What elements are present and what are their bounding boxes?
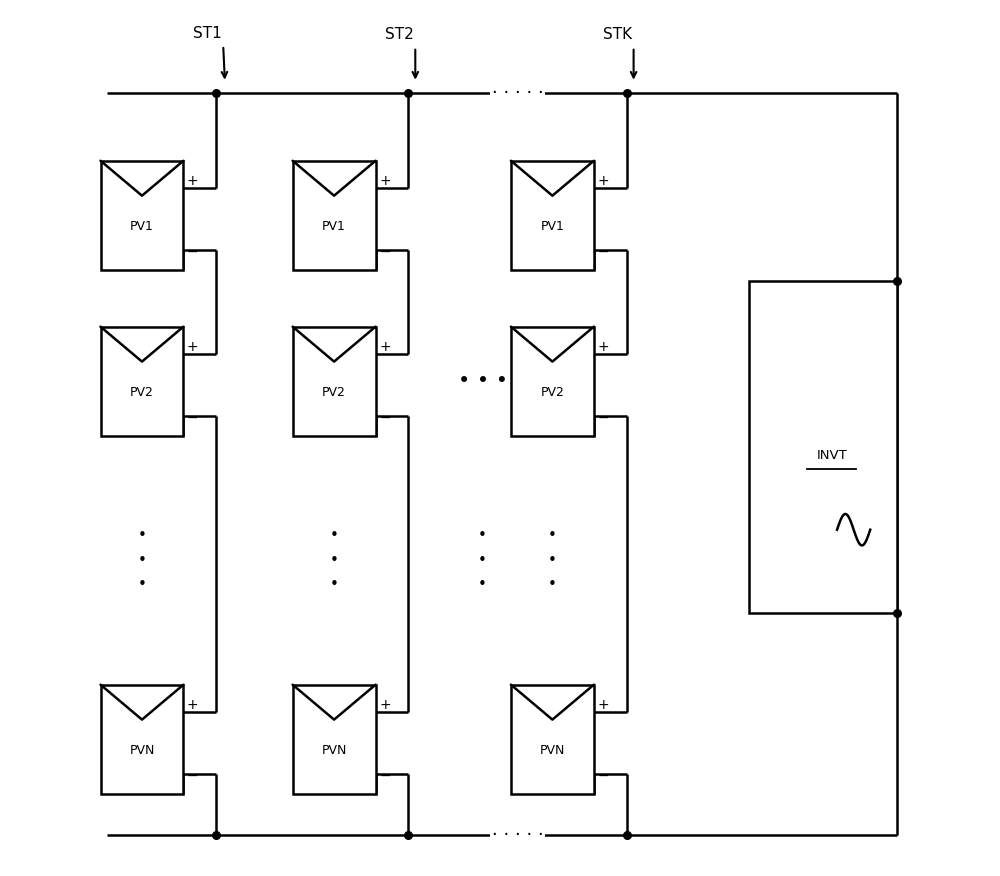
- Text: INVT: INVT: [816, 449, 847, 462]
- Text: +: +: [187, 174, 199, 188]
- Text: +: +: [379, 698, 391, 712]
- Text: +: +: [379, 174, 391, 188]
- Text: · · · · ·: · · · · ·: [492, 84, 543, 102]
- Bar: [293, 327, 376, 436]
- Text: STK: STK: [603, 27, 632, 42]
- Text: −: −: [187, 411, 199, 425]
- Text: PV1: PV1: [130, 220, 154, 233]
- Text: PVN: PVN: [540, 744, 565, 757]
- Text: −: −: [187, 769, 199, 783]
- Text: •
•
•: • • •: [330, 528, 339, 592]
- Text: +: +: [597, 340, 609, 354]
- Text: •
•
•: • • •: [478, 528, 487, 592]
- Text: −: −: [379, 769, 391, 783]
- Text: +: +: [379, 340, 391, 354]
- Text: PVN: PVN: [321, 744, 347, 757]
- Text: −: −: [597, 411, 609, 425]
- Bar: [749, 281, 897, 612]
- Text: −: −: [597, 769, 609, 783]
- Bar: [101, 161, 183, 270]
- Text: +: +: [187, 340, 199, 354]
- Bar: [511, 161, 594, 270]
- Text: −: −: [379, 245, 391, 259]
- Text: •
•
•: • • •: [548, 528, 557, 592]
- Text: PV1: PV1: [540, 220, 564, 233]
- Text: · · · · ·: · · · · ·: [492, 826, 543, 844]
- Text: ST2: ST2: [385, 27, 414, 42]
- Bar: [293, 161, 376, 270]
- Text: +: +: [187, 698, 199, 712]
- Text: −: −: [187, 245, 199, 259]
- Text: −: −: [597, 245, 609, 259]
- Bar: [101, 685, 183, 794]
- Bar: [101, 327, 183, 436]
- Text: −: −: [379, 411, 391, 425]
- Text: PV1: PV1: [322, 220, 346, 233]
- Bar: [511, 327, 594, 436]
- Text: •
•
•: • • •: [138, 528, 146, 592]
- Text: +: +: [597, 698, 609, 712]
- Text: PV2: PV2: [540, 385, 564, 399]
- Text: +: +: [597, 174, 609, 188]
- Bar: [293, 685, 376, 794]
- Text: PV2: PV2: [130, 385, 154, 399]
- Bar: [511, 685, 594, 794]
- Text: ST1: ST1: [193, 25, 222, 40]
- Text: • • •: • • •: [458, 371, 508, 392]
- Text: PVN: PVN: [129, 744, 155, 757]
- Text: PV2: PV2: [322, 385, 346, 399]
